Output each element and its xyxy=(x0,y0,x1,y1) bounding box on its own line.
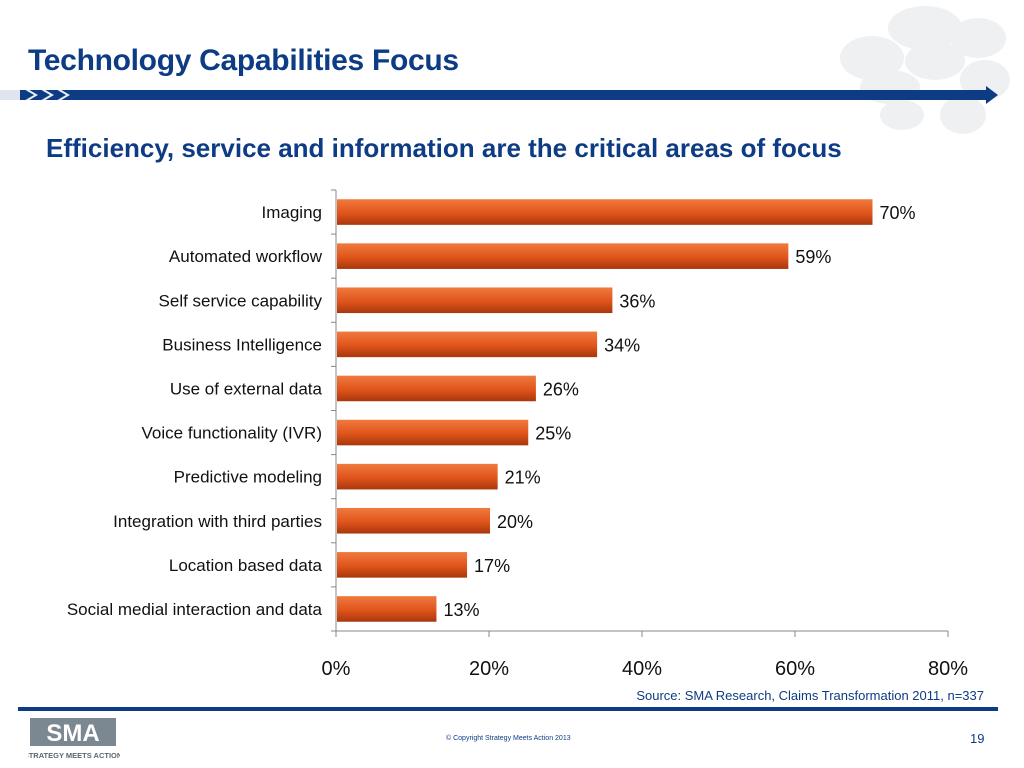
bar xyxy=(337,331,598,358)
category-label: Automated workflow xyxy=(169,247,323,266)
chart-subtitle: Efficiency, service and information are … xyxy=(46,133,842,163)
bar xyxy=(337,375,536,402)
chart-bars xyxy=(337,199,873,622)
value-label: 59% xyxy=(795,247,831,267)
x-tick-label: 20% xyxy=(469,658,509,680)
bar xyxy=(337,552,468,578)
footer-divider xyxy=(18,707,998,711)
value-label: 36% xyxy=(619,291,655,311)
bar xyxy=(337,463,498,490)
bar xyxy=(337,507,490,534)
bar-chart: 0% 20% 40% 60% 80% Imaging 70% Automated workfl… xyxy=(67,189,968,680)
svg-text:SMA: SMA xyxy=(46,720,99,747)
category-label: Imaging xyxy=(262,203,322,222)
sma-logo: SMA STRATEGY MEETS ACTION xyxy=(28,718,120,760)
x-tick-label: 0% xyxy=(322,658,351,680)
category-label: Integration with third parties xyxy=(113,512,322,531)
source-note: Source: SMA Research, Claims Transformat… xyxy=(636,688,984,703)
bar xyxy=(337,419,529,446)
value-label: 25% xyxy=(535,424,571,444)
value-label: 17% xyxy=(474,556,510,576)
value-label: 26% xyxy=(543,379,579,399)
x-tick-label: 80% xyxy=(928,658,968,680)
x-tick-label: 60% xyxy=(775,658,815,680)
chart-labels: 0% 20% 40% 60% 80% Imaging 70% Automated workfl… xyxy=(67,203,968,680)
copyright-notice: © Copyright Strategy Meets Action 2013 xyxy=(446,735,571,742)
category-label: Social medial interaction and data xyxy=(67,600,323,619)
bar xyxy=(337,596,437,622)
category-label: Location based data xyxy=(169,556,323,575)
value-label: 21% xyxy=(505,468,541,488)
value-label: 20% xyxy=(497,512,533,532)
chart-axes xyxy=(331,189,949,637)
category-label: Use of external data xyxy=(170,379,323,398)
bar xyxy=(337,199,873,225)
page-number: 19 xyxy=(970,731,985,746)
bar xyxy=(337,243,789,269)
category-label: Self service capability xyxy=(159,291,323,310)
category-label: Voice functionality (IVR) xyxy=(142,424,322,443)
title-accent-bar xyxy=(0,86,998,104)
category-label: Business Intelligence xyxy=(162,335,322,354)
bar xyxy=(337,287,613,314)
value-label: 70% xyxy=(880,203,916,223)
category-label: Predictive modeling xyxy=(174,468,322,487)
x-tick-label: 40% xyxy=(622,658,662,680)
slide-title: Technology Capabilities Focus xyxy=(28,44,459,77)
value-label: 34% xyxy=(604,335,640,355)
value-label: 13% xyxy=(443,600,479,620)
svg-text:STRATEGY MEETS ACTION: STRATEGY MEETS ACTION xyxy=(28,751,120,760)
